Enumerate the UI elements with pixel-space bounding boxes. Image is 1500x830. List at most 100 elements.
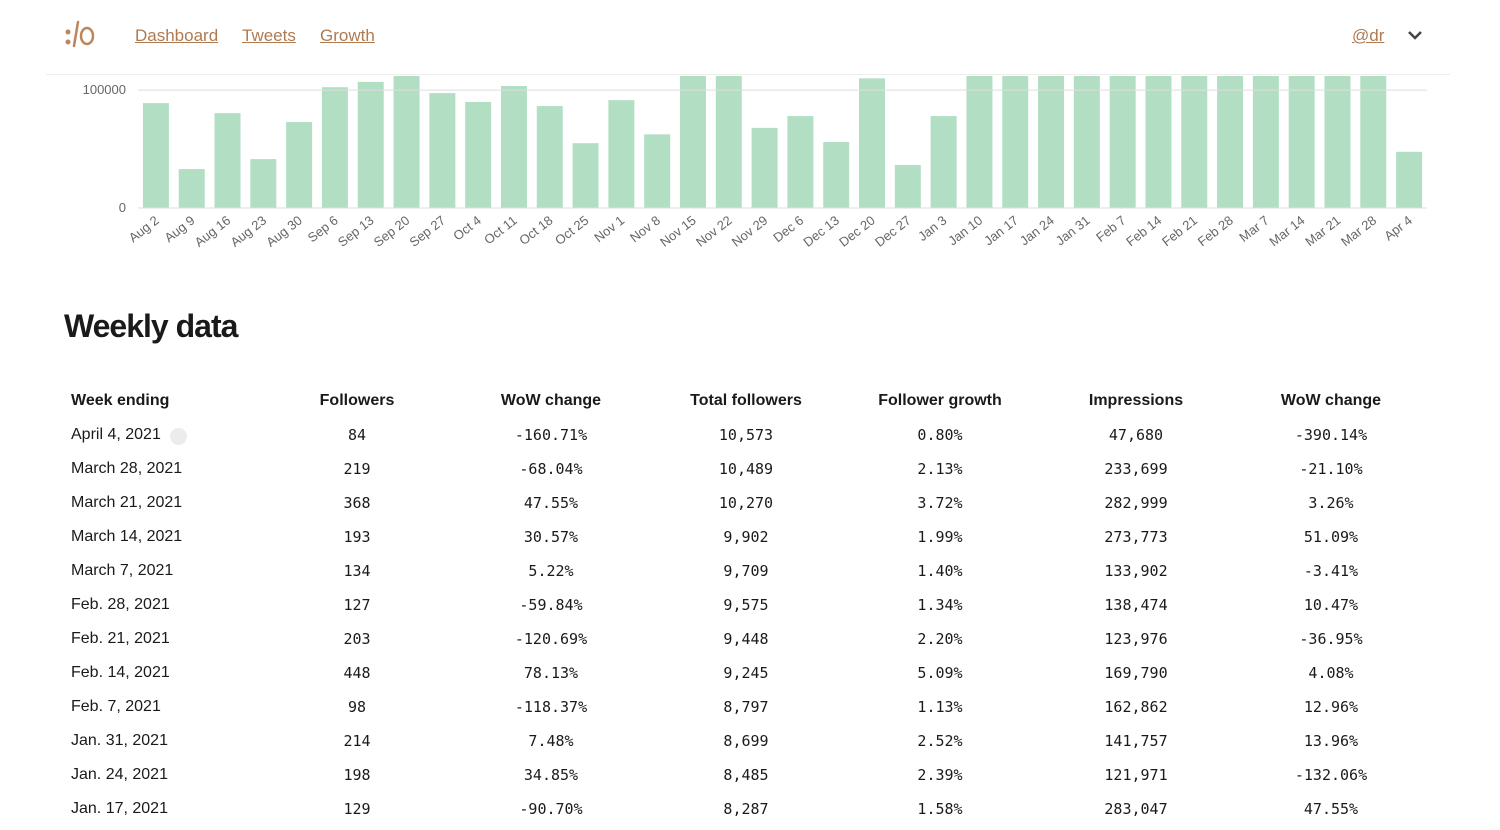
table-row: March 28, 2021 219 -68.04% 10,489 2.13% 233,6… xyxy=(0,456,1500,490)
nav-link[interactable]: Dashboard xyxy=(135,26,219,45)
bar xyxy=(214,113,241,208)
table-cell: 3.72% xyxy=(917,494,963,512)
column-header: WoW change xyxy=(500,392,602,409)
table-cell: -36.95% xyxy=(1299,630,1363,648)
table-cell: 10,489 xyxy=(718,460,774,478)
table-cell: 5.22% xyxy=(528,562,574,580)
bar xyxy=(1109,76,1136,209)
table-cell: 9,575 xyxy=(723,596,769,614)
x-tick-label: Jan 17 xyxy=(981,213,1021,249)
x-tick-label: Sep 13 xyxy=(335,213,377,250)
table-cell: 3.26% xyxy=(1308,494,1354,512)
nav-link[interactable]: Growth xyxy=(320,26,375,45)
table-cell: 1.13% xyxy=(917,698,963,716)
bar xyxy=(1145,76,1172,209)
table-cell: -59.84% xyxy=(519,596,583,614)
header: Dashboard Tweets Growth @dr xyxy=(46,0,1450,75)
bar xyxy=(1324,76,1351,209)
x-tick-label: Mar 21 xyxy=(1302,213,1343,250)
column-header: Follower growth xyxy=(878,392,1002,409)
x-tick-label: Mar 7 xyxy=(1236,213,1271,245)
column-header: Followers xyxy=(319,392,395,409)
table-cell: 123,976 xyxy=(1104,630,1168,648)
bar xyxy=(142,103,169,208)
x-tick-label: Feb 28 xyxy=(1195,213,1236,250)
x-tick-label: Sep 20 xyxy=(371,213,413,250)
x-tick-label: Mar 28 xyxy=(1338,213,1379,250)
x-tick-label: Nov 22 xyxy=(693,213,735,250)
column-header: Impressions xyxy=(1088,392,1184,409)
table-row: Feb. 21, 2021 203 -120.69% 9,448 2.20% 123,97… xyxy=(0,626,1500,660)
table-cell: 47,680 xyxy=(1108,426,1164,444)
column-header: WoW change xyxy=(1280,392,1382,409)
bar xyxy=(536,106,563,208)
table-cell: 9,448 xyxy=(723,630,769,648)
table-cell: 78.13% xyxy=(523,664,579,682)
table-cell: 10,270 xyxy=(718,494,774,512)
table-cell: 129 xyxy=(343,800,371,818)
table-cell: -390.14% xyxy=(1294,426,1368,444)
table-cell: 2.13% xyxy=(917,460,963,478)
status-dot xyxy=(170,428,187,445)
table-cell: 1.34% xyxy=(917,596,963,614)
table-cell: Feb. 14, 2021 xyxy=(71,664,170,681)
table-cell: 141,757 xyxy=(1104,732,1168,750)
bar xyxy=(1073,76,1100,209)
x-tick-label: Aug 23 xyxy=(227,213,269,250)
user-link[interactable]: @dr xyxy=(1352,26,1385,45)
table-cell: 193 xyxy=(343,528,371,546)
logo[interactable] xyxy=(62,16,102,56)
bar xyxy=(859,78,886,208)
x-tick-label: Aug 9 xyxy=(162,213,198,246)
bar xyxy=(286,121,313,208)
bar xyxy=(608,100,635,208)
bar xyxy=(644,134,671,208)
table-cell: 7.48% xyxy=(528,732,574,750)
table-cell: March 28, 2021 xyxy=(71,460,183,477)
table-cell: 8,797 xyxy=(723,698,769,716)
table-row: Feb. 14, 2021 448 78.13% 9,245 5.09% 169,790 4… xyxy=(0,660,1500,694)
table-cell: -118.37% xyxy=(514,698,588,716)
table-cell: 51.09% xyxy=(1303,528,1359,546)
x-tick-label: Nov 8 xyxy=(627,213,663,246)
bar xyxy=(393,76,420,208)
table-cell: 98 xyxy=(347,698,367,716)
table-cell: -68.04% xyxy=(519,460,583,478)
section-title: Weekly data xyxy=(64,308,238,344)
x-tick-label: Oct 11 xyxy=(481,213,520,248)
table-cell: 5.09% xyxy=(917,664,963,682)
table-cell: 4.08% xyxy=(1308,664,1354,682)
x-tick-label: Nov 1 xyxy=(591,213,627,246)
dropdown-chevron[interactable] xyxy=(1407,30,1423,42)
bar xyxy=(1360,76,1387,209)
x-tick-label: Feb 14 xyxy=(1123,213,1164,250)
table-cell: 12.96% xyxy=(1303,698,1359,716)
nav-link[interactable]: Tweets xyxy=(242,26,296,45)
bar xyxy=(751,127,778,208)
table-cell: 47.55% xyxy=(523,494,579,512)
bar xyxy=(321,87,348,208)
x-tick-label: Aug 2 xyxy=(126,213,162,246)
table-cell: 121,971 xyxy=(1104,766,1168,784)
table-cell: 134 xyxy=(343,562,371,580)
table-cell: -3.41% xyxy=(1303,562,1359,580)
x-tick-label: Nov 15 xyxy=(657,213,699,250)
bar xyxy=(500,86,527,208)
x-tick-label: Sep 27 xyxy=(406,213,448,250)
table-cell: 169,790 xyxy=(1104,664,1168,682)
table-cell: 84 xyxy=(347,426,367,444)
x-tick-label: Jan 3 xyxy=(915,213,949,244)
table-row: Feb. 7, 2021 98 -118.37% 8,797 1.13% 162,862 1… xyxy=(0,694,1500,728)
table-cell: -160.71% xyxy=(514,426,588,444)
table-cell: 9,902 xyxy=(723,528,769,546)
table-cell: 9,245 xyxy=(723,664,769,682)
table-cell: -132.06% xyxy=(1294,766,1368,784)
y-tick-label: 100000 xyxy=(83,82,126,97)
table-row: Feb. 28, 2021 127 -59.84% 9,575 1.34% 138,474… xyxy=(0,592,1500,626)
table-cell: Jan. 24, 2021 xyxy=(71,766,168,783)
x-tick-label: Feb 7 xyxy=(1093,213,1128,245)
table-row: Jan. 31, 2021 214 7.48% 8,699 2.52% 141,757 13… xyxy=(0,728,1500,762)
bar xyxy=(572,143,599,208)
table-cell: 1.40% xyxy=(917,562,963,580)
